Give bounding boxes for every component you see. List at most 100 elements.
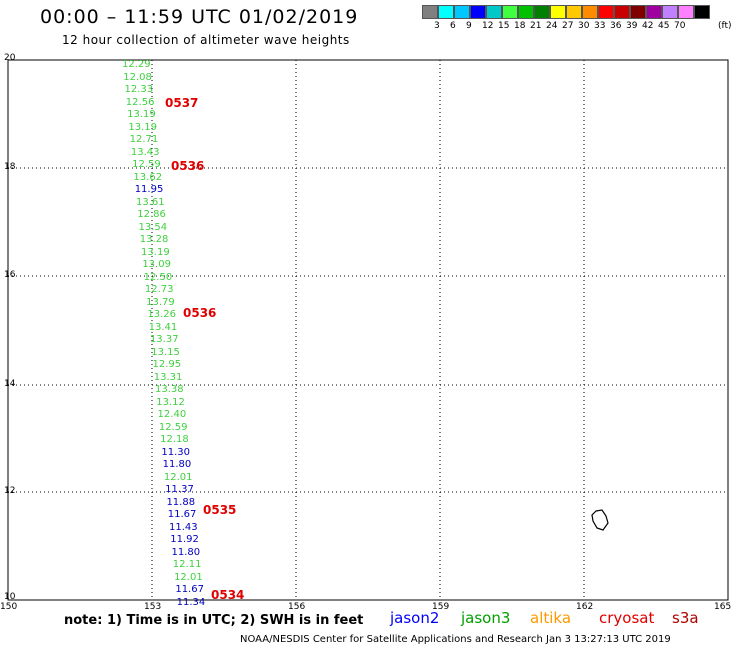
legend-swatch (630, 5, 646, 19)
page-title: 00:00 – 11:59 UTC 01/02/2019 (40, 6, 359, 28)
satellite-altika: altika (530, 609, 572, 627)
legend-label: 18 (514, 21, 526, 31)
wave-height-value: 11.37 (165, 484, 194, 495)
wave-height-value: 12.01 (174, 571, 203, 583)
pass-time-label: 0534 (211, 588, 245, 602)
x-tick-label: 150 (0, 602, 18, 612)
x-tick-label: 165 (714, 602, 732, 612)
satellite-jason2: jason2 (390, 609, 440, 627)
legend-label: 21 (530, 21, 542, 31)
color-legend (422, 5, 710, 19)
legend-label: 12 (482, 21, 494, 31)
wave-height-value: 13.19 (128, 121, 157, 133)
wave-height-value: 13.12 (156, 396, 185, 408)
legend-swatch (470, 5, 486, 19)
legend-label: 6 (450, 21, 456, 31)
wave-height-value: 13.37 (149, 334, 179, 345)
wave-height-value: 13.61 (135, 196, 165, 208)
wave-height-value: 13.79 (146, 296, 175, 308)
wave-height-value: 12.59 (158, 421, 188, 433)
wave-height-value: 11.67 (167, 509, 197, 520)
wave-height-value: 13.43 (130, 146, 160, 158)
wave-height-value: 11.80 (162, 459, 192, 470)
wave-height-value: 12.40 (157, 409, 187, 420)
legend-label: 36 (610, 21, 622, 31)
wave-height-value: 12.50 (143, 271, 173, 283)
wave-height-value: 13.38 (155, 384, 184, 395)
wave-height-value: 13.41 (148, 321, 178, 333)
legend-swatch (694, 5, 710, 19)
wave-height-value: 12.11 (172, 559, 202, 570)
legend-swatch (614, 5, 630, 19)
wave-height-value: 11.80 (171, 546, 201, 558)
x-tick-label: 156 (288, 602, 306, 612)
y-tick-label: 18 (4, 162, 16, 172)
legend-swatch (534, 5, 550, 19)
wave-height-value: 13.62 (133, 171, 163, 183)
legend-swatch (454, 5, 470, 19)
legend-swatch (518, 5, 534, 19)
wave-height-value: 13.19 (127, 109, 156, 120)
legend-swatch (582, 5, 598, 19)
y-tick-label: 20 (4, 53, 16, 63)
legend-label: 9 (466, 21, 472, 31)
legend-swatch (566, 5, 582, 19)
wave-height-value: 12.73 (144, 284, 174, 295)
legend-label: 3 (434, 21, 440, 31)
legend-swatch (598, 5, 614, 19)
wave-height-value: 11.34 (176, 596, 206, 608)
pass-time-label: 0536 (183, 306, 217, 320)
legend-label: 15 (498, 21, 510, 31)
wave-height-value: 12.18 (160, 434, 189, 445)
legend-label: 27 (562, 21, 574, 31)
wave-height-value: 11.30 (161, 446, 190, 458)
wave-height-value: 12.56 (125, 96, 155, 108)
wave-height-value: 13.28 (139, 234, 169, 245)
wave-height-value: 12.95 (152, 359, 182, 370)
wave-height-value: 13.09 (142, 259, 171, 270)
wave-height-value: 12.08 (123, 71, 152, 83)
pass-time-label: 0536 (171, 159, 205, 173)
legend-swatch (438, 5, 454, 19)
wave-height-value: 13.19 (141, 246, 170, 258)
island-coastline (591, 509, 609, 531)
satellite-cryosat: cryosat (599, 609, 655, 627)
legend-swatch (486, 5, 502, 19)
y-tick-label: 12 (4, 486, 16, 496)
pass-time-label: 0535 (203, 503, 237, 517)
legend-label: 33 (594, 21, 606, 31)
legend-swatch (678, 5, 694, 19)
x-tick-label: 159 (432, 602, 450, 612)
legend-swatch (646, 5, 662, 19)
wave-height-value: 11.95 (134, 184, 164, 195)
wave-height-value: 12.33 (124, 84, 154, 95)
wave-height-value: 12.01 (163, 471, 193, 483)
satellite-s3a: s3a (672, 609, 699, 627)
wave-height-value: 11.88 (166, 496, 196, 508)
legend-swatch (662, 5, 678, 19)
x-tick-label: 162 (576, 602, 594, 612)
legend-label: 39 (626, 21, 638, 31)
credit-line: NOAA/NESDIS Center for Satellite Applica… (240, 634, 671, 645)
wave-height-value: 12.29 (122, 59, 151, 70)
legend-unit: (ft) (718, 21, 732, 31)
y-tick-label: 16 (4, 270, 16, 280)
satellite-jason3: jason3 (461, 609, 511, 627)
y-tick-label: 10 (4, 592, 16, 602)
wave-height-value: 12.59 (132, 159, 161, 170)
legend-label: 45 (658, 21, 670, 31)
wave-height-value: 13.54 (138, 221, 168, 233)
wave-height-value: 13.31 (153, 371, 183, 383)
wave-height-value: 12.86 (137, 209, 166, 220)
wave-height-value: 11.92 (170, 534, 199, 545)
page-subtitle: 12 hour collection of altimeter wave hei… (62, 33, 350, 47)
wave-height-value: 13.26 (147, 309, 177, 320)
legend-label: 24 (546, 21, 558, 31)
legend-label: 42 (642, 21, 654, 31)
legend-label: 70 (674, 21, 686, 31)
x-tick-label: 153 (144, 602, 162, 612)
wave-height-value: 13.15 (151, 346, 180, 358)
wave-height-value: 12.71 (129, 134, 159, 145)
legend-swatch (502, 5, 518, 19)
wave-height-value: 11.43 (168, 521, 198, 533)
